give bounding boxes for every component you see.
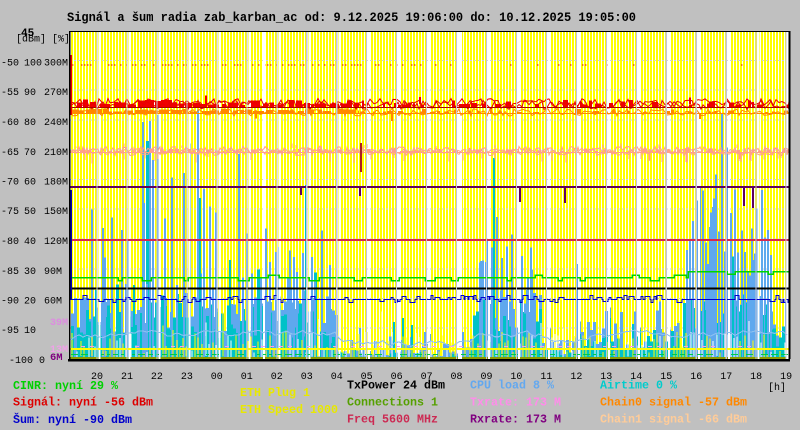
svg-text:Connections 1: Connections 1 — [347, 396, 438, 410]
svg-text:13M: 13M — [50, 345, 68, 356]
svg-text:-85: -85 — [1, 267, 19, 278]
svg-text:20: 20 — [24, 297, 36, 308]
svg-text:Txrate: 173 M: Txrate: 173 M — [470, 396, 561, 410]
svg-text:45: 45 — [21, 28, 35, 40]
svg-text:Airtime 0 %: Airtime 0 % — [600, 379, 678, 393]
svg-text:05: 05 — [361, 372, 373, 383]
svg-text:[dBm] [%]: [dBm] [%] — [16, 34, 70, 46]
svg-text:00: 00 — [211, 372, 223, 383]
svg-text:60M: 60M — [44, 297, 62, 308]
svg-text:CINR: nyní 29 %: CINR: nyní 29 % — [13, 379, 119, 393]
svg-text:150M: 150M — [44, 207, 68, 218]
svg-text:-70: -70 — [1, 178, 19, 189]
svg-text:[h]: [h] — [768, 382, 786, 394]
svg-text:06: 06 — [391, 372, 403, 383]
svg-text:08: 08 — [450, 372, 462, 383]
svg-text:12: 12 — [570, 372, 582, 383]
svg-text:Rxrate: 173 M: Rxrate: 173 M — [470, 413, 561, 427]
svg-text:-65: -65 — [1, 148, 19, 159]
svg-text:-60: -60 — [1, 118, 19, 129]
svg-text:15: 15 — [660, 372, 672, 383]
svg-text:ETH Speed 1000: ETH Speed 1000 — [240, 403, 338, 417]
svg-text:39M: 39M — [50, 318, 68, 329]
svg-text:240M: 240M — [44, 118, 68, 129]
svg-text:100: 100 — [24, 59, 42, 70]
svg-text:180M: 180M — [44, 178, 68, 189]
svg-text:90M: 90M — [44, 267, 62, 278]
svg-text:23: 23 — [181, 372, 193, 383]
svg-text:0: 0 — [39, 356, 45, 367]
svg-text:300M: 300M — [44, 59, 68, 70]
svg-text:-55: -55 — [1, 88, 19, 99]
svg-text:18: 18 — [750, 372, 762, 383]
svg-text:30: 30 — [24, 267, 36, 278]
svg-text:14: 14 — [630, 372, 642, 383]
svg-text:120M: 120M — [44, 237, 68, 248]
svg-text:210M: 210M — [44, 148, 68, 159]
svg-text:-100: -100 — [9, 356, 33, 367]
svg-text:ETH Plug 1: ETH Plug 1 — [240, 386, 310, 400]
svg-text:03: 03 — [301, 372, 313, 383]
svg-text:CPU load 8 %: CPU load 8 % — [470, 379, 555, 393]
svg-text:270M: 270M — [44, 88, 68, 99]
svg-text:01: 01 — [241, 372, 253, 383]
svg-text:20: 20 — [91, 372, 103, 383]
svg-text:21: 21 — [121, 372, 133, 383]
svg-text:19: 19 — [780, 372, 792, 383]
svg-text:Signál a šum radia zab_karban_: Signál a šum radia zab_karban_ac od: 9.1… — [67, 10, 636, 25]
svg-text:10: 10 — [24, 326, 36, 337]
svg-text:16: 16 — [690, 372, 702, 383]
svg-text:-90: -90 — [1, 297, 19, 308]
svg-text:17: 17 — [720, 372, 732, 383]
svg-text:40: 40 — [24, 237, 36, 248]
svg-text:Freq 5600 MHz: Freq 5600 MHz — [347, 413, 438, 427]
svg-text:Chain0 signal -57 dBm: Chain0 signal -57 dBm — [600, 396, 747, 410]
svg-text:6M: 6M — [50, 352, 63, 364]
svg-text:07: 07 — [421, 372, 433, 383]
svg-text:11: 11 — [540, 372, 552, 383]
svg-text:Šum: nyní -90 dBm: Šum: nyní -90 dBm — [13, 412, 132, 427]
svg-text:22: 22 — [151, 372, 163, 383]
svg-text:02: 02 — [271, 372, 283, 383]
svg-text:04: 04 — [331, 372, 343, 383]
svg-text:10: 10 — [510, 372, 522, 383]
svg-text:-75: -75 — [1, 207, 19, 218]
svg-text:13: 13 — [600, 372, 612, 383]
svg-text:09: 09 — [480, 372, 492, 383]
svg-text:Signál: nyní -56 dBm: Signál: nyní -56 dBm — [13, 396, 153, 410]
svg-text:Chain1 signal -66 dBm: Chain1 signal -66 dBm — [600, 413, 747, 427]
svg-text:-50: -50 — [1, 59, 19, 70]
svg-text:50: 50 — [24, 207, 36, 218]
svg-text:80: 80 — [24, 118, 36, 129]
svg-text:90: 90 — [24, 88, 36, 99]
svg-text:70: 70 — [24, 148, 36, 159]
svg-text:60: 60 — [24, 178, 36, 189]
svg-text:TxPower 24 dBm: TxPower 24 dBm — [347, 379, 445, 393]
svg-text:-95: -95 — [1, 326, 19, 337]
svg-text:-80: -80 — [1, 237, 19, 248]
